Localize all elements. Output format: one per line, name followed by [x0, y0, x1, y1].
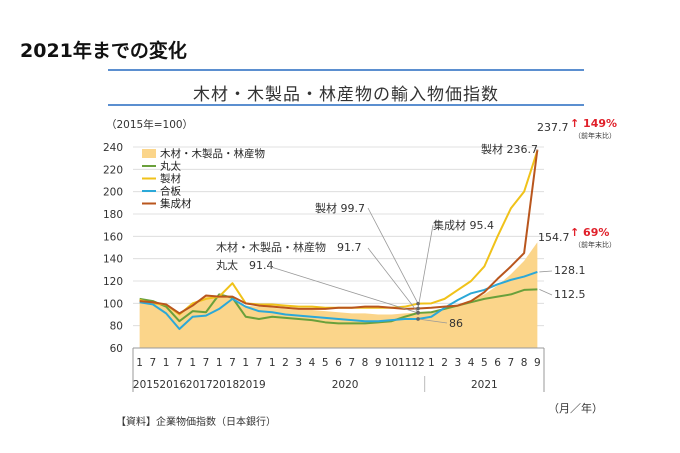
base-note: （2015年=100） — [106, 118, 193, 131]
x-tick-label: 7 — [229, 357, 236, 369]
leader-line — [367, 207, 419, 304]
y-tick-label: 140 — [103, 254, 123, 266]
x-tick-label: 1 — [242, 357, 249, 369]
year-label: 2019 — [239, 379, 266, 391]
year-label: 2017 — [186, 379, 213, 391]
annotation-plywood-end: 128.1 — [554, 264, 586, 277]
y-tick-label: 220 — [103, 164, 123, 176]
legend-swatch — [142, 149, 156, 158]
annotation-lumber-dec2020: 製材 99.7 — [315, 201, 365, 215]
leader-line — [417, 318, 448, 324]
page-heading: 2021年までの変化 — [20, 40, 187, 62]
annotation-forest-end: 154.7 — [538, 231, 570, 244]
x-tick-label: 7 — [348, 357, 355, 369]
chart-title: 木材・木製品・林産物の輸入物価指数 — [193, 85, 499, 105]
data-point — [416, 301, 420, 306]
annotation-note: （前年末比） — [574, 240, 616, 249]
data-point — [416, 306, 420, 311]
leader-line — [267, 265, 419, 314]
legend-entry: 木材・木製品・林産物 — [160, 147, 265, 160]
x-tick-label: 9 — [534, 357, 541, 369]
source-note: 【資料】企業物価指数（日本銀行） — [116, 417, 276, 428]
y-tick-label: 80 — [110, 321, 123, 333]
x-tick-label: 7 — [176, 357, 183, 369]
x-tick-label: 1 — [269, 357, 276, 369]
y-tick-label: 240 — [103, 142, 123, 154]
data-point — [416, 311, 420, 315]
y-tick-label: 100 — [103, 298, 123, 310]
annotation-logs-end: 112.5 — [554, 288, 586, 301]
line-series-plywood — [139, 271, 538, 331]
annotation-glulam-end: 237.7 — [537, 121, 569, 134]
leader-line — [539, 270, 553, 273]
x-tick-label: 5 — [322, 357, 329, 369]
x-tick-label: 1 — [216, 357, 223, 369]
year-label: 2015 — [133, 379, 160, 391]
x-tick-label: 4 — [468, 357, 475, 369]
y-tick-label: 160 — [103, 231, 123, 243]
year-label: 2021 — [471, 379, 498, 391]
annotation-lumber-end: 製材 236.7 — [481, 142, 538, 156]
line-series-logs — [139, 288, 538, 325]
x-tick-label: 6 — [335, 357, 342, 369]
x-tick-label: 5 — [481, 357, 488, 369]
annotation-note: （前年末比） — [574, 131, 616, 140]
area-series-forest-products — [139, 242, 538, 348]
x-tick-label: 7 — [508, 357, 515, 369]
annotation-glulam-dec2020: 集成材 95.4 — [433, 218, 494, 232]
x-tick-label: 8 — [521, 357, 528, 369]
x-tick-label: 8 — [362, 357, 369, 369]
x-tick-label: 7 — [150, 357, 157, 369]
annotation-glulam-change: ↑ 149% — [570, 117, 617, 130]
x-tick-label: 6 — [494, 357, 501, 369]
legend-entry: 製材 — [160, 172, 181, 185]
x-tick-label: 1 — [428, 357, 435, 369]
legend-entry: 集成材 — [160, 197, 192, 210]
leader-line — [367, 247, 419, 313]
y-tick-label: 180 — [103, 209, 123, 221]
x-tick-label: 3 — [454, 357, 461, 369]
x-tick-label: 10 — [385, 357, 398, 369]
year-label: 2016 — [159, 379, 186, 391]
title-rule-top — [108, 69, 584, 71]
x-tick-label: 7 — [203, 357, 210, 369]
x-tick-label: 2 — [282, 357, 289, 369]
line-series-lumber — [139, 150, 539, 316]
x-tick-label: 9 — [375, 357, 382, 369]
annotation-logs-dec2020: 丸太 91.4 — [216, 259, 274, 272]
line-series-glulam — [139, 149, 539, 315]
annotation-forest-dec2020: 木材・木製品・林産物 91.7 — [216, 240, 362, 254]
legend-entry: 合板 — [160, 185, 181, 198]
leader-line — [417, 224, 434, 309]
x-tick-label: 7 — [256, 357, 263, 369]
x-tick-label: 12 — [411, 357, 424, 369]
legend-entry: 丸太 — [160, 160, 181, 173]
annotation-forest-change: ↑ 69% — [570, 226, 609, 239]
x-tick-label: 1 — [163, 357, 170, 369]
x-tick-label: 1 — [189, 357, 196, 369]
y-tick-label: 200 — [103, 187, 123, 199]
x-tick-label: 1 — [136, 357, 143, 369]
data-point — [416, 317, 420, 321]
y-tick-label: 120 — [103, 276, 123, 288]
x-tick-label: 3 — [295, 357, 302, 369]
title-rule-bottom — [108, 104, 584, 106]
leader-line — [539, 289, 553, 296]
y-tick-label: 60 — [110, 343, 123, 355]
x-tick-label: 11 — [398, 357, 411, 369]
annotation-plywood-dec2020: 86 — [449, 317, 463, 330]
year-label: 2020 — [332, 379, 359, 391]
year-label: 2018 — [212, 379, 239, 391]
x-tick-label: 4 — [309, 357, 316, 369]
x-unit-label: （月／年） — [548, 402, 603, 415]
leader-line — [533, 148, 538, 152]
x-tick-label: 2 — [441, 357, 448, 369]
